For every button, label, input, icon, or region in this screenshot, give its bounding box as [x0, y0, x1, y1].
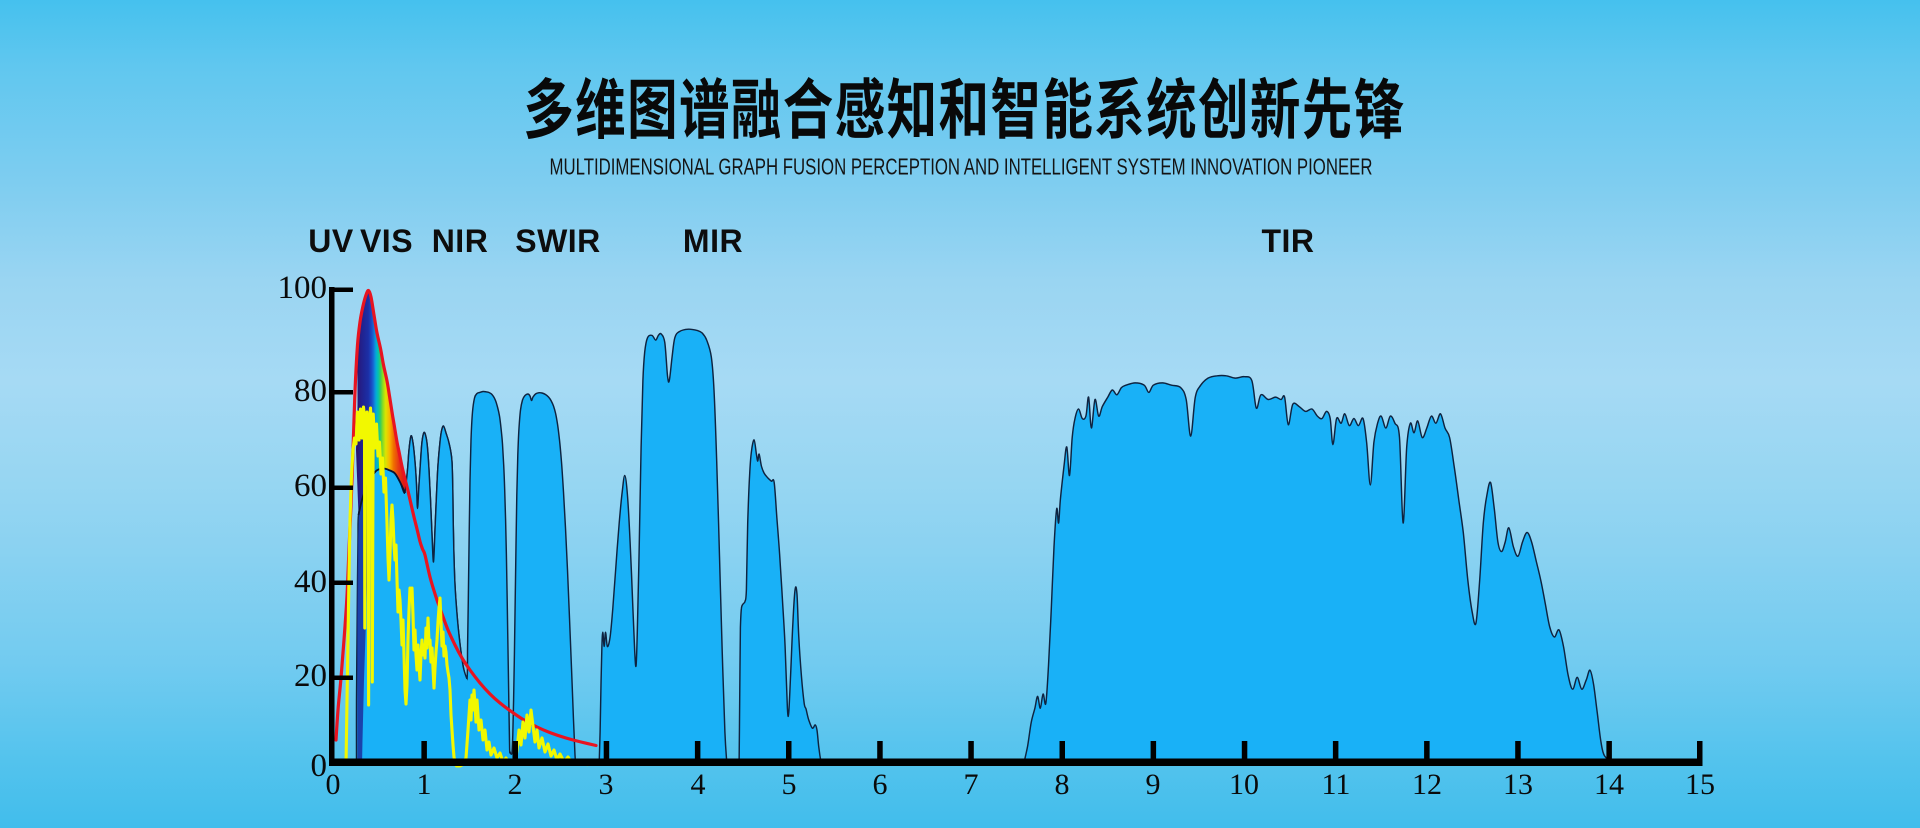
svg-text:100: 100 — [278, 270, 328, 306]
svg-text:5: 5 — [782, 768, 797, 801]
svg-text:SWIR: SWIR — [515, 223, 601, 259]
svg-text:6: 6 — [873, 768, 888, 801]
svg-text:7: 7 — [964, 768, 979, 801]
svg-text:0: 0 — [326, 768, 341, 801]
svg-text:8: 8 — [1055, 768, 1070, 801]
svg-text:14: 14 — [1594, 768, 1624, 801]
svg-text:15: 15 — [1685, 768, 1715, 801]
svg-text:MIR: MIR — [683, 223, 743, 259]
svg-text:NIR: NIR — [432, 223, 489, 259]
svg-text:9: 9 — [1146, 768, 1161, 801]
svg-text:20: 20 — [294, 658, 327, 694]
svg-text:4: 4 — [691, 768, 706, 801]
svg-text:80: 80 — [294, 373, 327, 409]
svg-text:60: 60 — [294, 468, 327, 504]
svg-text:40: 40 — [294, 564, 327, 600]
svg-text:TIR: TIR — [1261, 223, 1314, 259]
svg-text:MULTIDIMENSIONAL GRAPH FUSION: MULTIDIMENSIONAL GRAPH FUSION PERCEPTION… — [550, 154, 1373, 180]
svg-text:0: 0 — [311, 748, 328, 784]
svg-text:3: 3 — [599, 768, 614, 801]
svg-text:1: 1 — [417, 768, 432, 801]
svg-text:12: 12 — [1412, 768, 1442, 801]
svg-text:13: 13 — [1503, 768, 1533, 801]
svg-text:10: 10 — [1229, 768, 1259, 801]
svg-text:2: 2 — [508, 768, 523, 801]
svg-text:UV: UV — [308, 223, 354, 259]
svg-text:VIS: VIS — [360, 223, 413, 259]
svg-text:11: 11 — [1322, 768, 1351, 801]
